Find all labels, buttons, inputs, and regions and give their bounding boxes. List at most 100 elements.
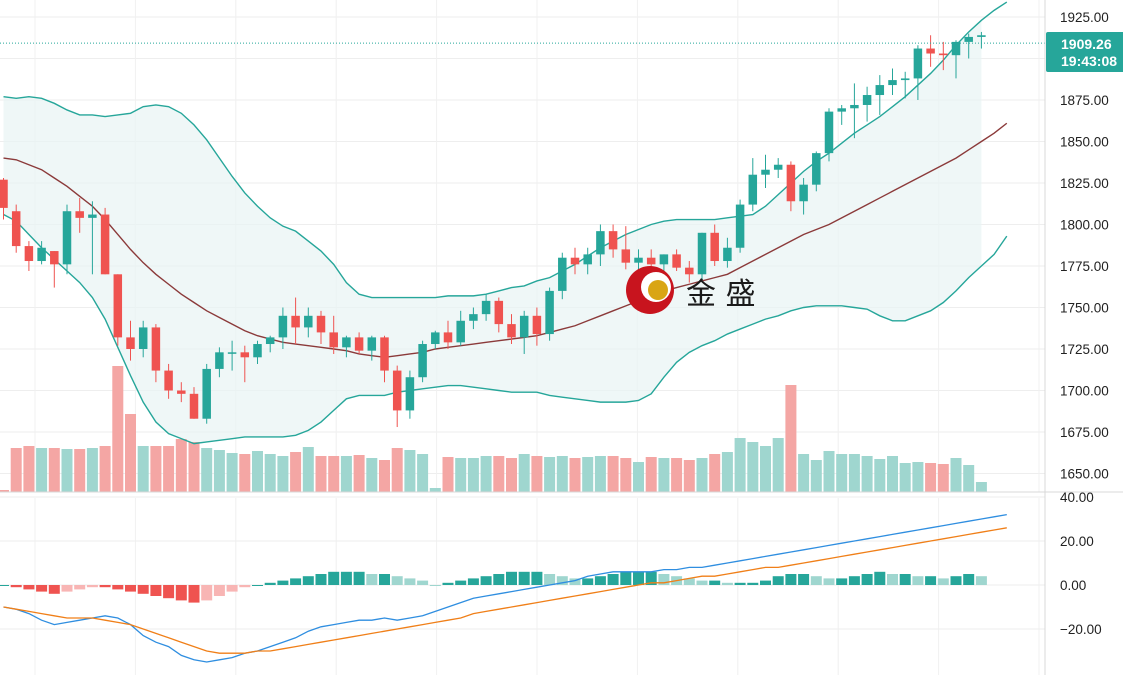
macd-histogram-bar <box>582 578 594 585</box>
candle-body <box>481 300 491 315</box>
candle <box>507 314 516 345</box>
candle <box>926 35 935 67</box>
candle-body <box>837 108 846 112</box>
volume-bar <box>963 465 975 492</box>
candle-body <box>0 179 8 208</box>
volume-bar <box>302 447 314 492</box>
volume-bar <box>379 460 390 492</box>
volume-bar <box>213 450 225 492</box>
macd-line <box>3 513 1007 663</box>
macd-tick-label: −20.00 <box>1060 622 1102 637</box>
price-tick-label: 1675.00 <box>1060 425 1109 440</box>
macd-histogram-bar <box>61 585 73 592</box>
candle-body <box>519 315 529 338</box>
candle-body <box>634 257 643 263</box>
macd-histogram-bar <box>379 574 390 585</box>
bollinger-band-area <box>3 20 982 444</box>
volume-bar <box>290 452 302 492</box>
candle-body <box>329 332 338 348</box>
candle <box>265 335 275 353</box>
candle-body <box>977 35 986 37</box>
candle-body <box>151 327 161 371</box>
macd-histogram-bar <box>239 585 251 588</box>
candle-body <box>786 164 796 202</box>
volume-bar <box>760 446 771 492</box>
macd-tick-label: 0.00 <box>1060 578 1086 593</box>
candle-body <box>431 332 440 345</box>
candle <box>329 315 338 354</box>
macd-histogram-bar <box>721 582 733 585</box>
candle <box>253 340 262 364</box>
candle <box>786 161 796 212</box>
volume-bar <box>264 454 276 492</box>
macd-histogram-bar <box>874 571 886 585</box>
volume-bar <box>645 457 657 492</box>
candle-body <box>888 80 897 86</box>
candle <box>850 83 859 139</box>
volume-bar <box>975 482 987 492</box>
candle-body <box>392 370 402 411</box>
volume-bar <box>340 456 352 492</box>
macd-histogram-bar <box>925 576 937 585</box>
candle <box>888 68 897 96</box>
macd-histogram-bar <box>23 585 35 590</box>
candle-body <box>291 315 300 328</box>
volume-bar <box>531 456 543 492</box>
volume-bar <box>734 438 746 492</box>
macd-histogram-bar <box>683 578 695 585</box>
candle <box>456 310 465 346</box>
candle-body <box>113 274 123 338</box>
price-tick-label: 1925.00 <box>1060 10 1109 25</box>
candle-body <box>227 352 237 354</box>
candle-body <box>761 169 770 175</box>
volume-bar <box>937 464 949 492</box>
candle-body <box>62 211 72 265</box>
macd-histogram-bar <box>404 578 416 585</box>
candle <box>583 247 592 275</box>
volume-bar <box>671 458 683 492</box>
jinsheng-logo: 金 盛 <box>626 266 756 314</box>
macd-histogram-bar <box>417 580 429 585</box>
macd-tick-label: 40.00 <box>1060 490 1094 505</box>
volume-bar <box>23 446 35 492</box>
candle-body <box>100 214 110 275</box>
volume-bar <box>493 456 505 492</box>
macd-histogram-bar <box>569 578 581 585</box>
candle-body <box>621 249 631 263</box>
candle <box>100 207 110 275</box>
macd-histogram-bar <box>518 571 530 585</box>
candle-body <box>253 344 262 358</box>
volume-bar <box>874 459 886 492</box>
macd-histogram-bar <box>848 576 860 585</box>
candle <box>977 31 986 49</box>
macd-histogram-bar <box>99 585 111 588</box>
candle-body <box>126 337 135 349</box>
candle-body <box>265 337 275 345</box>
volume-bar <box>252 451 263 492</box>
candle <box>545 287 554 341</box>
volume-bar <box>607 456 619 492</box>
candle <box>748 158 758 212</box>
candle-body <box>939 53 948 56</box>
volume-bar <box>201 448 213 492</box>
candlestick-series[interactable] <box>0 31 1045 428</box>
volume-bar <box>61 449 73 492</box>
macd-histogram-bar <box>455 580 467 585</box>
price-tick-label: 1650.00 <box>1060 467 1109 482</box>
volume-bar <box>99 446 111 492</box>
candle-body <box>507 324 516 338</box>
candle-body <box>164 370 173 391</box>
candle <box>761 154 770 188</box>
macd-histogram-bar <box>594 576 606 585</box>
volume-bar <box>10 448 22 492</box>
candle-body <box>418 344 427 378</box>
candle-body <box>342 337 351 348</box>
volume-bar <box>48 448 60 492</box>
volume-bar <box>582 457 594 492</box>
volume-bar <box>404 450 416 492</box>
candle <box>354 332 364 354</box>
candle-body <box>799 184 808 202</box>
current-price-value: 1909.26 <box>1061 36 1112 52</box>
candle-body <box>900 78 910 81</box>
